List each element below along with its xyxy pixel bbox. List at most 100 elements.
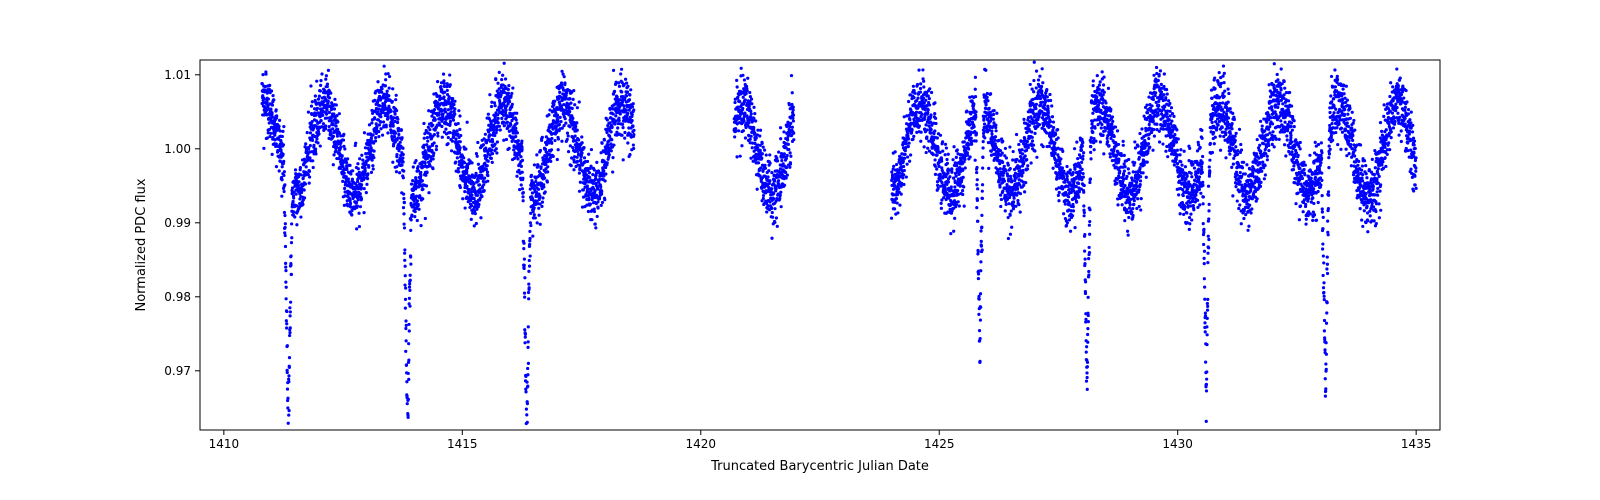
data-point	[520, 165, 523, 168]
data-point	[314, 148, 317, 151]
data-point	[629, 88, 632, 91]
data-point	[1012, 150, 1015, 153]
data-point	[327, 69, 330, 72]
data-point	[750, 135, 753, 138]
data-point	[281, 135, 284, 138]
data-point	[413, 215, 416, 218]
data-point	[327, 100, 330, 103]
data-point	[325, 109, 328, 112]
data-point	[268, 84, 271, 87]
data-point	[343, 172, 346, 175]
data-point	[594, 226, 597, 229]
data-point	[486, 174, 489, 177]
data-point	[527, 362, 530, 365]
data-point	[349, 172, 352, 175]
data-point	[576, 160, 579, 163]
data-point	[407, 359, 410, 362]
data-point	[924, 123, 927, 126]
data-point	[433, 108, 436, 111]
data-point	[338, 112, 341, 115]
y-tick-label: 0.98	[164, 290, 191, 304]
data-point	[919, 87, 922, 90]
data-point	[596, 200, 599, 203]
data-point	[626, 141, 629, 144]
data-point	[955, 203, 958, 206]
data-point	[1057, 199, 1060, 202]
data-point	[286, 344, 289, 347]
data-point	[590, 148, 593, 151]
data-point	[788, 125, 791, 128]
data-point	[306, 131, 309, 134]
data-point	[381, 134, 384, 137]
data-point	[284, 226, 287, 229]
y-tick-label: 0.99	[164, 216, 191, 230]
data-point	[536, 164, 539, 167]
data-point	[980, 245, 983, 248]
data-point	[1014, 205, 1017, 208]
data-point	[459, 146, 462, 149]
data-point	[616, 126, 619, 129]
data-point	[984, 69, 987, 72]
data-point	[417, 203, 420, 206]
data-point	[1026, 164, 1029, 167]
data-point	[463, 190, 466, 193]
data-point	[360, 154, 363, 157]
data-point	[1012, 200, 1015, 203]
data-point	[486, 170, 489, 173]
data-point	[786, 154, 789, 157]
data-point	[285, 286, 288, 289]
data-point	[280, 195, 283, 198]
data-point	[1001, 189, 1004, 192]
data-point	[622, 104, 625, 107]
data-point	[934, 122, 937, 125]
data-point	[434, 118, 437, 121]
data-point	[979, 260, 982, 263]
data-point	[521, 148, 524, 151]
data-point	[549, 160, 552, 163]
data-point	[958, 204, 961, 207]
data-point	[317, 98, 320, 101]
data-point	[325, 112, 328, 115]
data-point	[304, 182, 307, 185]
data-point	[354, 142, 357, 145]
data-point	[922, 85, 925, 88]
data-point	[579, 181, 582, 184]
data-point	[382, 111, 385, 114]
data-point	[509, 123, 512, 126]
data-point	[935, 167, 938, 170]
data-point	[531, 234, 534, 237]
data-point	[905, 175, 908, 178]
data-point	[317, 132, 320, 135]
data-point	[599, 185, 602, 188]
data-point	[1082, 151, 1085, 154]
data-point	[1044, 99, 1047, 102]
data-point	[904, 149, 907, 152]
data-point	[409, 229, 412, 232]
data-point	[363, 131, 366, 134]
data-point	[341, 154, 344, 157]
data-point	[529, 224, 532, 227]
data-point	[792, 138, 795, 141]
data-point	[524, 333, 527, 336]
data-point	[525, 381, 528, 384]
data-point	[741, 74, 744, 77]
data-point	[402, 212, 405, 215]
data-point	[770, 206, 773, 209]
data-point	[395, 94, 398, 97]
data-point	[263, 88, 266, 91]
data-point	[284, 262, 287, 265]
data-point	[269, 132, 272, 135]
data-point	[1008, 145, 1011, 148]
data-point	[355, 227, 358, 230]
data-point	[603, 138, 606, 141]
data-point	[477, 163, 480, 166]
data-point	[488, 93, 491, 96]
data-point	[289, 314, 292, 317]
data-point	[318, 94, 321, 97]
data-point	[761, 152, 764, 155]
data-point	[1072, 205, 1075, 208]
data-point	[523, 258, 526, 261]
data-point	[1010, 180, 1013, 183]
data-point	[944, 153, 947, 156]
data-point	[519, 155, 522, 158]
